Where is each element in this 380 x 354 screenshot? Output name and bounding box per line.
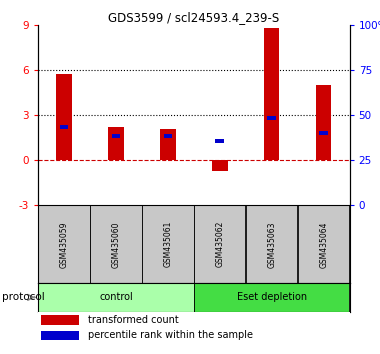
Bar xyxy=(41,331,79,340)
Bar xyxy=(246,205,298,283)
Bar xyxy=(160,129,176,160)
Title: GDS3599 / scl24593.4_239-S: GDS3599 / scl24593.4_239-S xyxy=(108,11,279,24)
Bar xyxy=(112,134,120,138)
Bar xyxy=(142,205,193,283)
Bar xyxy=(41,315,79,325)
Bar xyxy=(316,85,331,160)
Bar xyxy=(56,74,72,160)
Bar xyxy=(108,127,124,160)
Text: GSM435061: GSM435061 xyxy=(163,221,173,268)
Bar xyxy=(38,205,90,283)
Text: GSM435060: GSM435060 xyxy=(111,221,120,268)
Bar xyxy=(298,205,349,283)
Bar xyxy=(268,116,276,120)
Text: control: control xyxy=(99,292,133,302)
Bar xyxy=(60,125,68,129)
Text: percentile rank within the sample: percentile rank within the sample xyxy=(88,330,253,341)
Text: protocol: protocol xyxy=(2,292,45,302)
Bar xyxy=(215,138,224,143)
Text: GSM435059: GSM435059 xyxy=(59,221,68,268)
Text: Eset depletion: Eset depletion xyxy=(237,292,307,302)
Bar xyxy=(194,205,245,283)
Bar xyxy=(90,205,142,283)
Bar xyxy=(319,131,328,135)
Bar xyxy=(38,283,193,312)
Text: GSM435062: GSM435062 xyxy=(215,221,224,268)
Bar xyxy=(264,28,280,160)
Text: GSM435063: GSM435063 xyxy=(267,221,276,268)
Text: GSM435064: GSM435064 xyxy=(319,221,328,268)
Bar xyxy=(194,283,349,312)
Text: transformed count: transformed count xyxy=(88,315,179,325)
Bar xyxy=(212,160,228,171)
Bar xyxy=(163,134,172,138)
